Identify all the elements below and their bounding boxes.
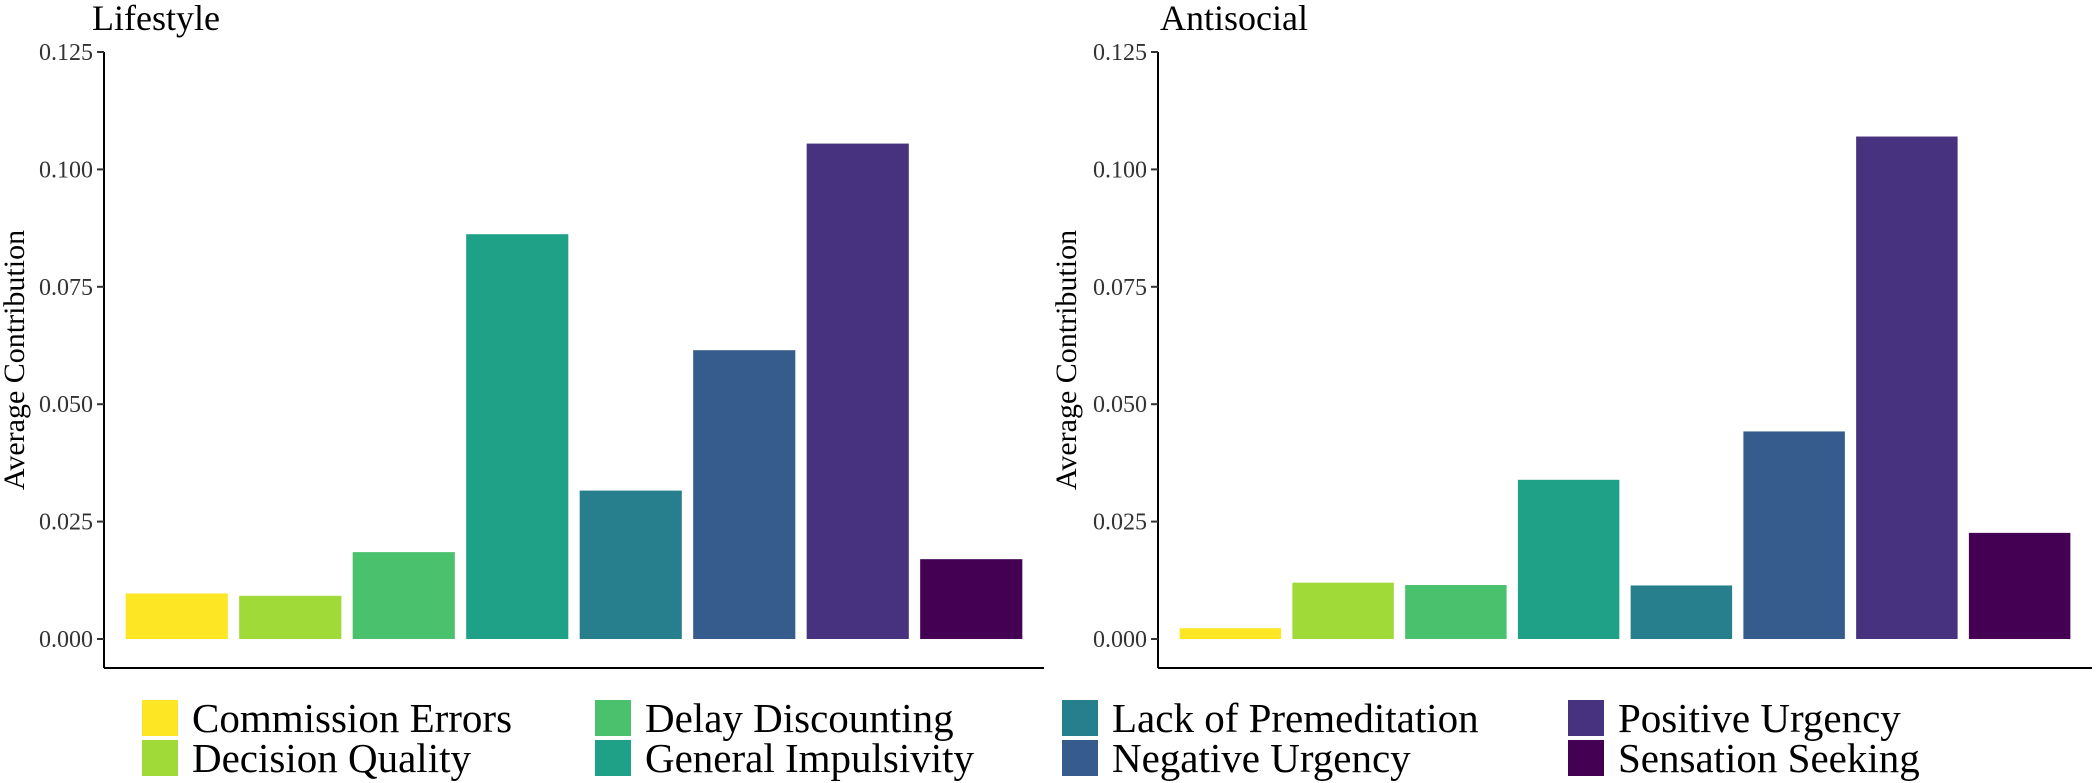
y-tick-label: 0.025 (39, 510, 93, 536)
y-tick-label: 0.000 (1093, 627, 1147, 653)
y-tick-label: 0.050 (39, 392, 93, 418)
legend-item-commission-errors: Commission Errors (142, 695, 512, 741)
y-tick-label: 0.000 (39, 627, 93, 653)
y-tick-label: 0.075 (1093, 275, 1147, 301)
legend-item-lack-of-premeditation: Lack of Premeditation (1062, 695, 1479, 741)
bar-decision-quality (239, 595, 342, 639)
bar-sensation-seeking (920, 559, 1023, 639)
panel-antisocial: Antisocial Average Contribution 0.000 0.025… (1050, 0, 2092, 669)
legend-swatch (1568, 740, 1604, 776)
legend-swatch (142, 700, 178, 736)
bar-delay-discounting (1405, 584, 1507, 639)
legend-swatch (595, 700, 631, 736)
legend-item-general-impulsivity: General Impulsivity (595, 735, 975, 781)
y-axis-label: Average Contribution (0, 230, 31, 490)
bar-general-impulsivity (466, 234, 569, 639)
legend-item-positive-urgency: Positive Urgency (1568, 695, 1901, 741)
legend-swatch (1062, 740, 1098, 776)
bar-negative-urgency (693, 350, 796, 639)
bar-lack-of-premeditation (1630, 585, 1733, 639)
y-tick-label: 0.125 (1093, 40, 1147, 66)
legend-swatch (595, 740, 631, 776)
bar-decision-quality (1292, 582, 1394, 639)
legend-label: Lack of Premeditation (1112, 695, 1479, 741)
panel-title: Lifestyle (92, 0, 220, 38)
bar-negative-urgency (1743, 431, 1845, 639)
y-tick-label: 0.050 (1093, 392, 1147, 418)
legend-swatch (1062, 700, 1098, 736)
legend-label: Positive Urgency (1618, 695, 1901, 741)
bar-lack-of-premeditation (579, 490, 682, 639)
legend-label: Negative Urgency (1112, 735, 1411, 781)
legend-item-negative-urgency: Negative Urgency (1062, 735, 1411, 781)
legend-label: Decision Quality (192, 735, 471, 781)
legend-label: Sensation Seeking (1618, 735, 1920, 781)
chart-panels: Lifestyle Average Contribution 0.000 0.025 0… (0, 0, 2092, 669)
bar-commission-errors (1179, 628, 1282, 639)
y-axis-label: Average Contribution (1050, 230, 1083, 490)
panel-lifestyle: Lifestyle Average Contribution 0.000 0.025 0… (0, 0, 1044, 669)
bar-positive-urgency (1856, 136, 1958, 639)
y-tick-label: 0.025 (1093, 510, 1147, 536)
bar-general-impulsivity (1517, 479, 1620, 639)
bar-positive-urgency (806, 143, 909, 639)
y-tick-label: 0.100 (1093, 157, 1147, 183)
legend-item-sensation-seeking: Sensation Seeking (1568, 735, 1920, 781)
legend-swatch (142, 740, 178, 776)
bar-commission-errors (125, 593, 228, 639)
legend-swatch (1568, 700, 1604, 736)
bar-delay-discounting (352, 552, 455, 639)
y-tick-label: 0.075 (39, 275, 93, 301)
legend-item-decision-quality: Decision Quality (142, 735, 471, 781)
legend-label: General Impulsivity (645, 735, 975, 781)
y-tick-label: 0.125 (39, 40, 93, 66)
legend-item-delay-discounting: Delay Discounting (595, 695, 954, 741)
y-tick-label: 0.100 (39, 157, 93, 183)
panel-title: Antisocial (1160, 0, 1308, 38)
bar-sensation-seeking (1968, 532, 2071, 639)
legend-label: Delay Discounting (645, 695, 954, 741)
legend-label: Commission Errors (192, 695, 512, 741)
